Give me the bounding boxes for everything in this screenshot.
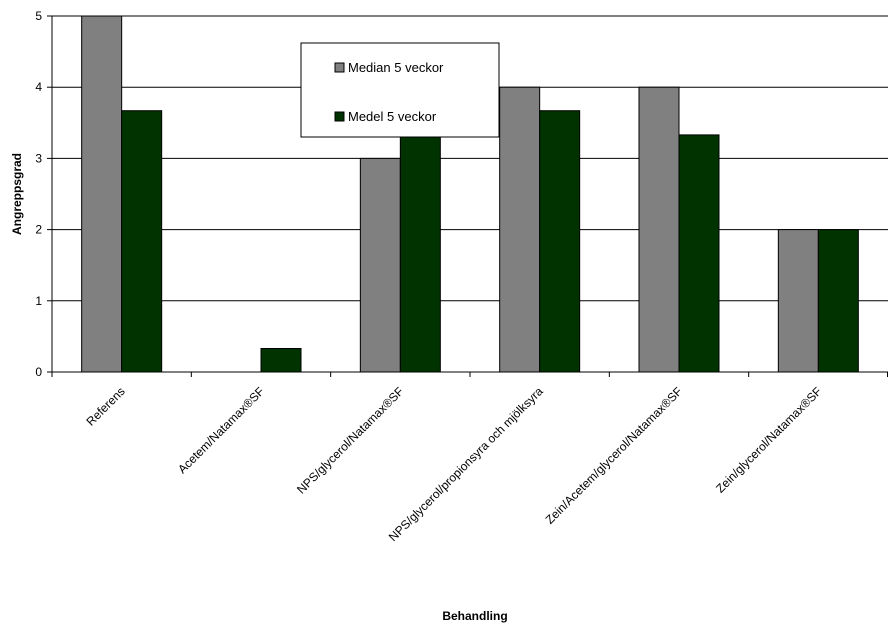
y-tick-label: 5 [35, 9, 42, 23]
bar-median [81, 15, 123, 373]
gridlines [47, 15, 888, 373]
bar-medel [121, 110, 163, 373]
bar-medel [678, 134, 720, 373]
bar-medel [399, 134, 441, 373]
bar-medel [260, 348, 302, 373]
bars [81, 15, 859, 373]
legend-label-median: Median 5 veckor [348, 60, 444, 75]
legend-swatch-median [334, 62, 345, 73]
legend: Median 5 veckor Medel 5 veckor [300, 42, 500, 138]
y-tick-label: 2 [35, 223, 42, 237]
bar-medel [817, 229, 859, 373]
bar-median [359, 157, 401, 373]
x-tick-labels: Referens Acetem/Natamax®SF NPS/glycerol/Na… [83, 384, 824, 544]
legend-box [300, 42, 500, 138]
bar-median [499, 86, 541, 373]
x-axis-title: Behandling [442, 609, 507, 623]
x-tick-label: Acetem/Natamax®SF [175, 384, 267, 476]
bar-median [638, 86, 680, 373]
y-axis-title: Angreppsgrad [10, 153, 24, 235]
y-tick-label: 1 [35, 294, 42, 308]
y-tick-label: 4 [35, 80, 42, 94]
legend-swatch-medel [334, 111, 345, 122]
y-tick-label: 0 [35, 365, 42, 379]
x-tick-label: Zein/Acetem/glycerol/Natamax®SF [543, 384, 686, 527]
x-tick-label: Referens [83, 384, 127, 428]
bar-medel [539, 110, 581, 373]
x-tick-label: NPS/glycerol/propionsyra och mjölksyra [386, 384, 546, 544]
axes [51, 16, 888, 377]
y-tick-label: 3 [35, 151, 42, 165]
legend-label-medel: Medel 5 veckor [348, 109, 437, 124]
bar-median [777, 229, 819, 373]
y-tick-labels: 0 1 2 3 4 5 [35, 9, 42, 379]
x-tick-label: Zein/glycerol/Natamax®SF [713, 384, 824, 495]
x-tick-label: NPS/glycerol/Natamax®SF [294, 384, 406, 496]
